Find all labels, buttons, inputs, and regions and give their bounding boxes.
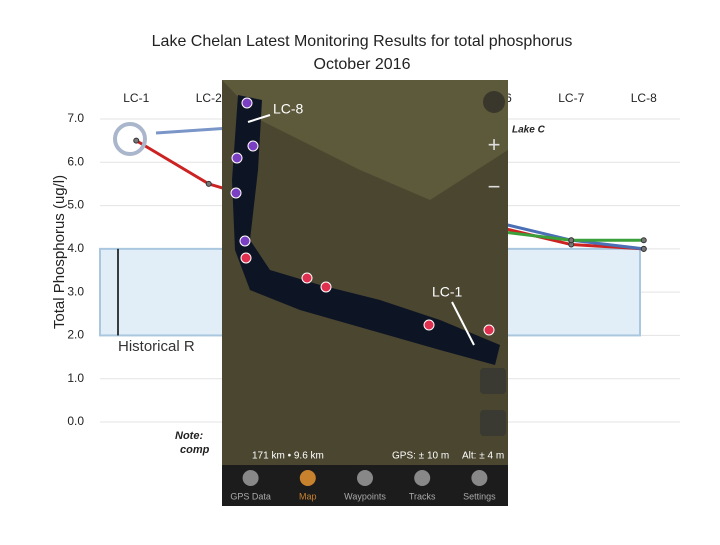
tab-icon (471, 470, 488, 486)
tab-label[interactable]: GPS Data (230, 491, 271, 501)
data-point (640, 237, 647, 244)
pin-label: LC-1 (432, 284, 463, 300)
y-tick-label: 4.0 (67, 241, 84, 255)
gps-accuracy: GPS: ± 10 m (392, 451, 449, 462)
pins (240, 252, 495, 336)
y-tick-label: 2.0 (67, 328, 84, 342)
chart-subtitle: October 2016 (314, 56, 411, 73)
data-point (133, 137, 140, 144)
arrow (247, 114, 271, 123)
y-tick-label: 3.0 (67, 284, 84, 298)
zoom-out-button[interactable]: − (488, 174, 501, 199)
tab-icon (414, 470, 431, 486)
altitude-accuracy: Alt: ± 4 m (462, 451, 504, 462)
annotation: comp (180, 444, 210, 456)
highlight-ring (113, 122, 147, 156)
y-axis-label: Total Phosphorus (ug/l) (51, 175, 68, 329)
tab-label[interactable]: Settings (463, 491, 496, 501)
layers-button[interactable] (480, 410, 506, 436)
annotation: Historical R (118, 338, 195, 355)
pins (230, 97, 259, 247)
tab-icon (299, 470, 316, 486)
phone-screenshot: LC-8 LC-1 + − 171 km • 9.6 km GPS: ± 10 … (222, 80, 508, 506)
data-point (640, 245, 647, 252)
y-tick-label: 0.0 (67, 414, 84, 428)
tab-label[interactable]: Tracks (409, 491, 436, 501)
x-tick-label: LC-2 (196, 91, 222, 105)
tab-icon (357, 470, 373, 486)
y-tick-label: 7.0 (67, 111, 84, 125)
tab-label[interactable]: Map (299, 491, 317, 501)
terrain (222, 80, 508, 200)
y-tick-label: 6.0 (67, 154, 84, 168)
zoom-in-button[interactable]: + (488, 132, 501, 157)
data-point (205, 180, 212, 187)
arrow (155, 126, 231, 135)
y-tick-label: 1.0 (67, 371, 84, 385)
y-tick-label: 5.0 (67, 198, 84, 212)
annotation: Lake C (512, 125, 546, 136)
x-tick-label: LC-1 (123, 91, 149, 105)
data-point (568, 237, 575, 244)
lake (232, 95, 500, 365)
pin-label: LC-8 (273, 101, 304, 117)
annotation: Note: (175, 430, 203, 442)
map-scale: 171 km • 9.6 km (252, 451, 324, 462)
locate-button[interactable] (483, 91, 505, 113)
x-tick-label: LC-8 (631, 91, 657, 105)
tab-label[interactable]: Waypoints (344, 491, 386, 501)
x-tick-label: LC-7 (558, 91, 584, 105)
tab-icon (242, 470, 259, 486)
chart-title: Lake Chelan Latest Monitoring Results fo… (152, 33, 573, 50)
arrow (451, 301, 475, 346)
ruler-button[interactable] (480, 368, 506, 394)
